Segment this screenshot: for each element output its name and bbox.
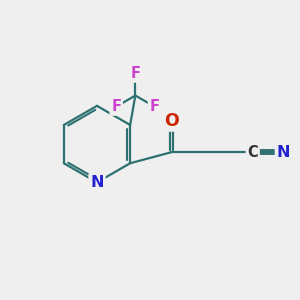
Text: F: F xyxy=(111,99,121,114)
Text: F: F xyxy=(130,66,140,81)
Text: N: N xyxy=(90,175,104,190)
Text: O: O xyxy=(164,112,179,130)
Text: N: N xyxy=(277,145,290,160)
Text: F: F xyxy=(149,99,160,114)
Text: C: C xyxy=(248,145,258,160)
